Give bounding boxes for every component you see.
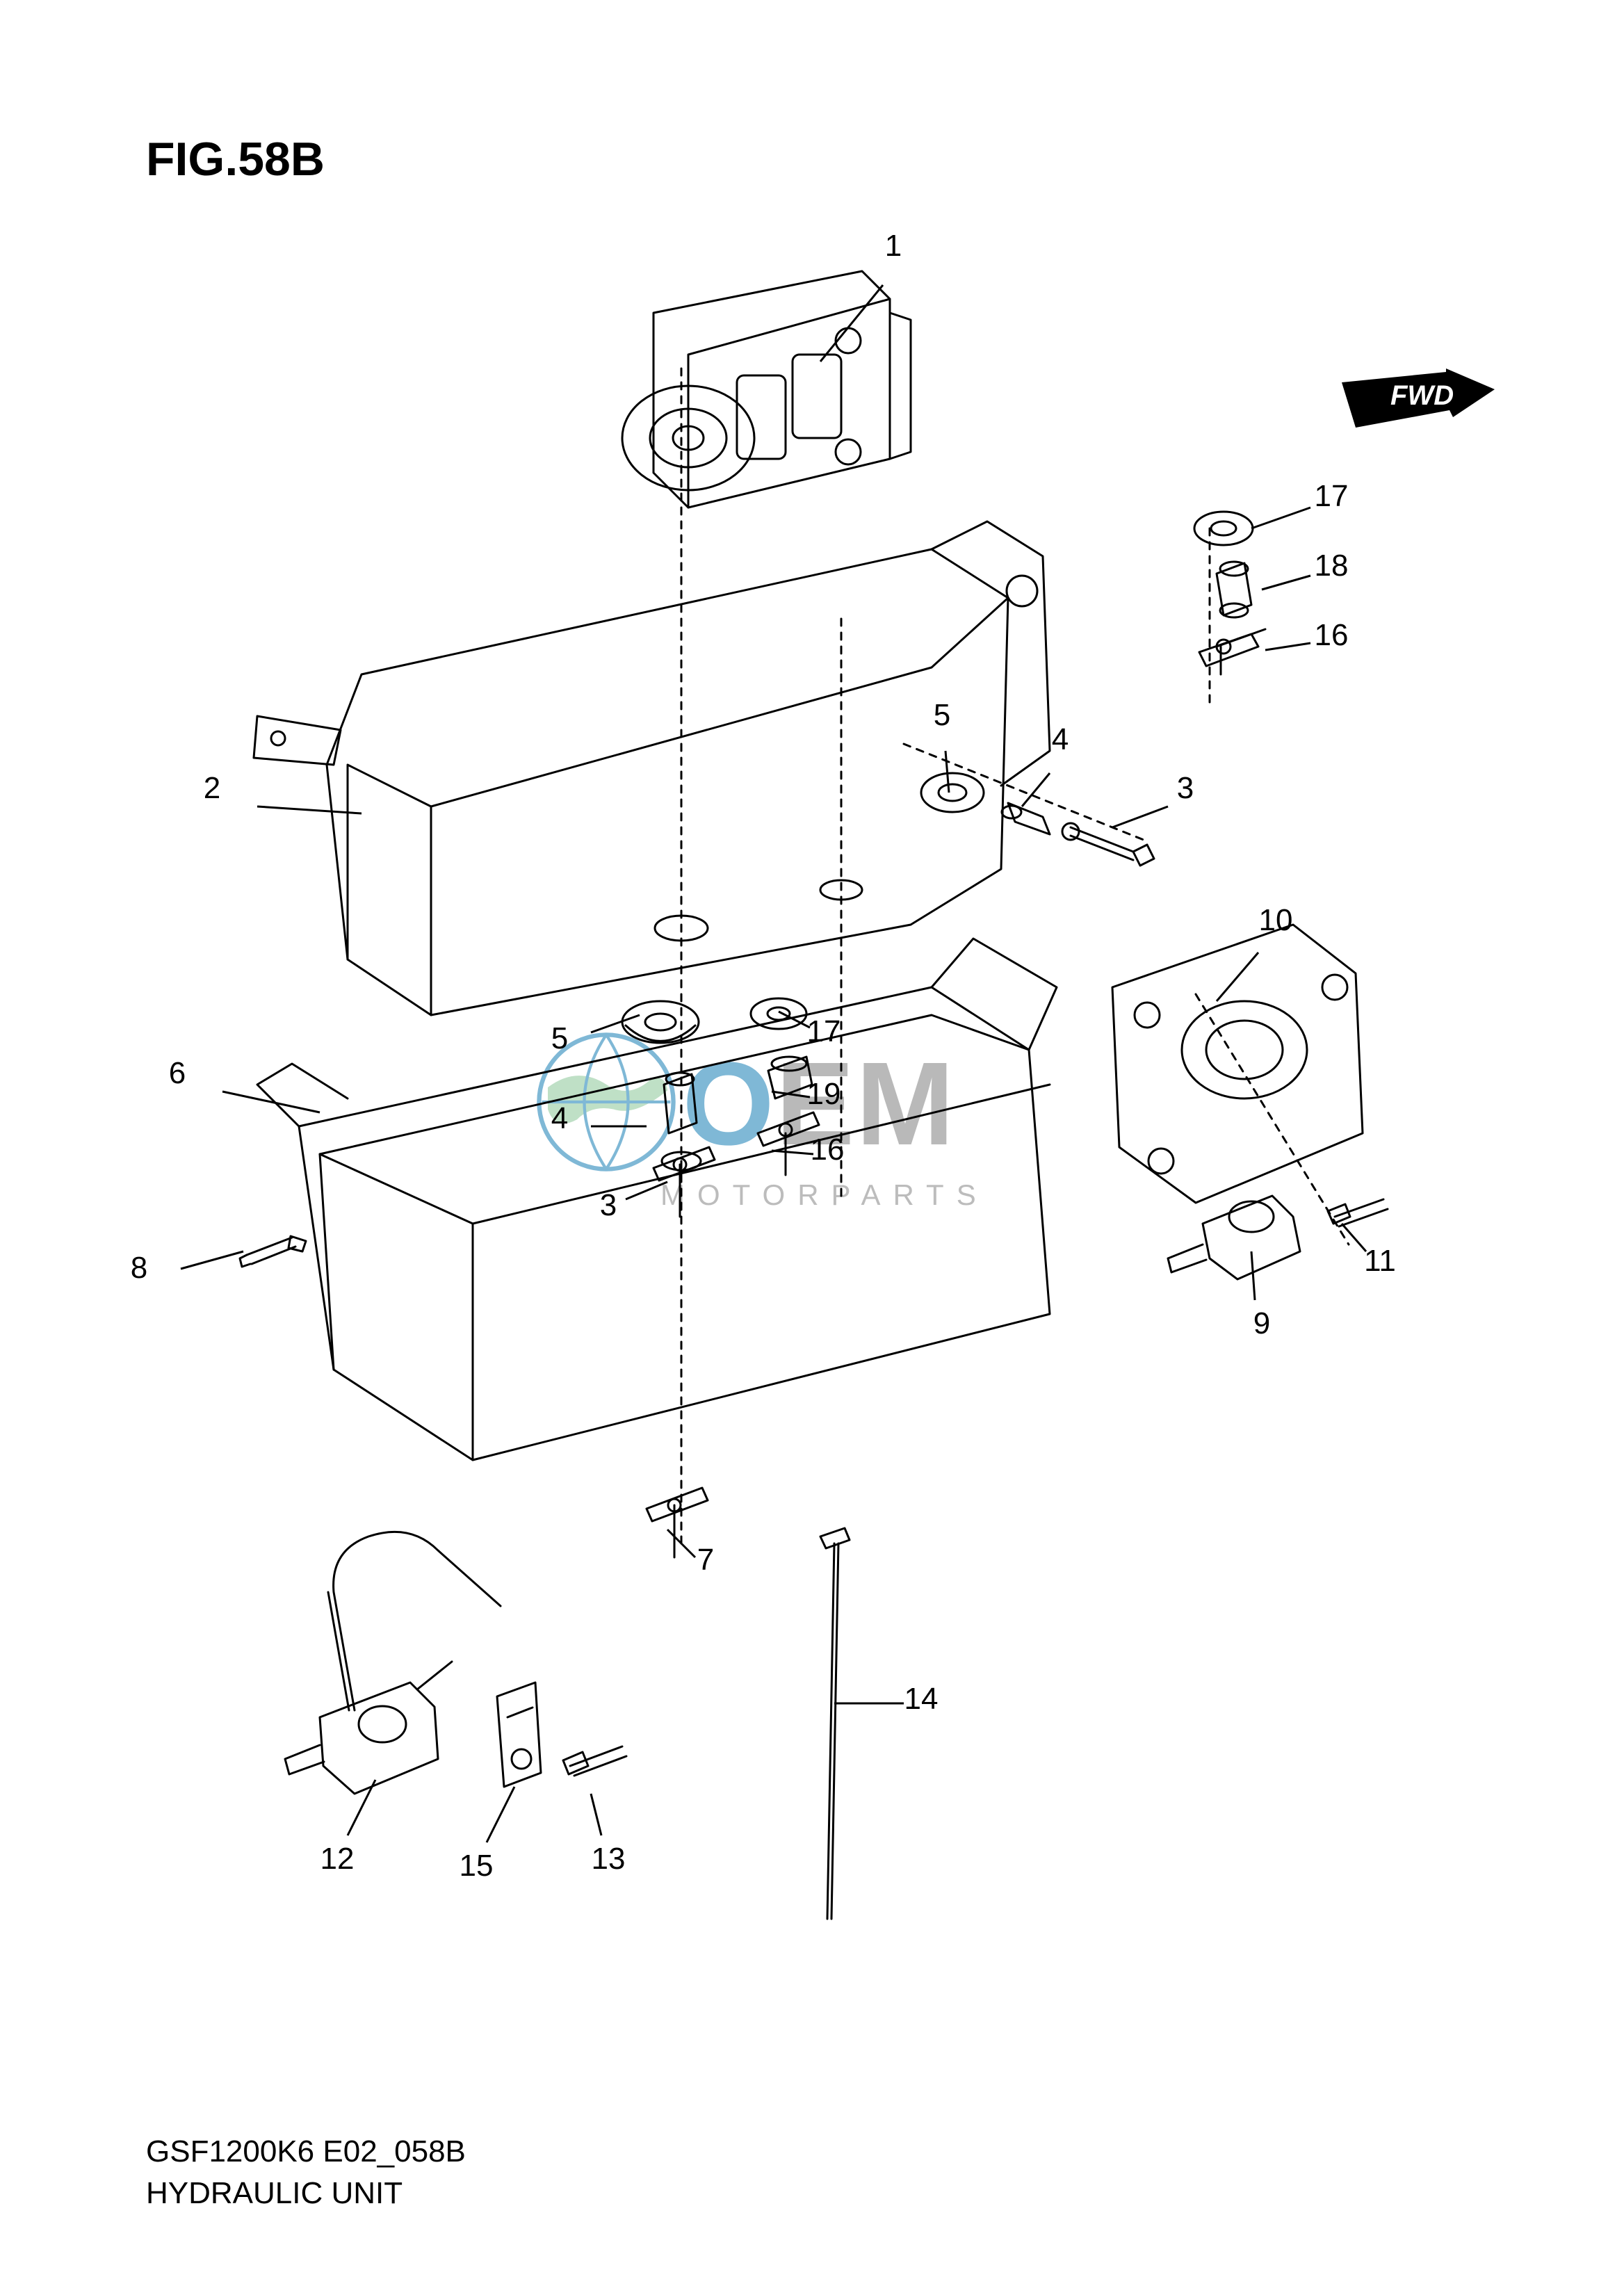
callout-19: 19 — [803, 1077, 845, 1112]
callout-3: 3 — [587, 1188, 629, 1223]
callout-7: 7 — [685, 1543, 726, 1578]
callout-9: 9 — [1241, 1306, 1283, 1341]
callout-1: 1 — [872, 229, 914, 263]
callout-13: 13 — [587, 1842, 629, 1876]
callout-11: 11 — [1359, 1244, 1401, 1279]
callout-5: 5 — [921, 698, 963, 733]
callout-10: 10 — [1255, 903, 1297, 938]
callout-17: 17 — [803, 1014, 845, 1049]
callout-6: 6 — [156, 1056, 198, 1091]
callout-2: 2 — [191, 771, 233, 806]
page: FIG.58B FWD OEM MOTORPARTS — [0, 0, 1624, 2295]
callout-8: 8 — [118, 1251, 160, 1286]
callout-12: 12 — [316, 1842, 358, 1876]
callout-17: 17 — [1310, 479, 1352, 514]
callout-18: 18 — [1310, 549, 1352, 583]
callout-16: 16 — [1310, 618, 1352, 653]
callout-16: 16 — [806, 1133, 848, 1167]
footer-part-name: HYDRAULIC UNIT — [146, 2176, 403, 2211]
callout-3: 3 — [1164, 771, 1206, 806]
callout-5: 5 — [539, 1021, 580, 1056]
callout-4: 4 — [1039, 722, 1081, 757]
callout-15: 15 — [455, 1849, 497, 1883]
callout-14: 14 — [900, 1682, 942, 1717]
callout-4: 4 — [539, 1101, 580, 1136]
footer-model-code: GSF1200K6 E02_058B — [146, 2134, 466, 2169]
